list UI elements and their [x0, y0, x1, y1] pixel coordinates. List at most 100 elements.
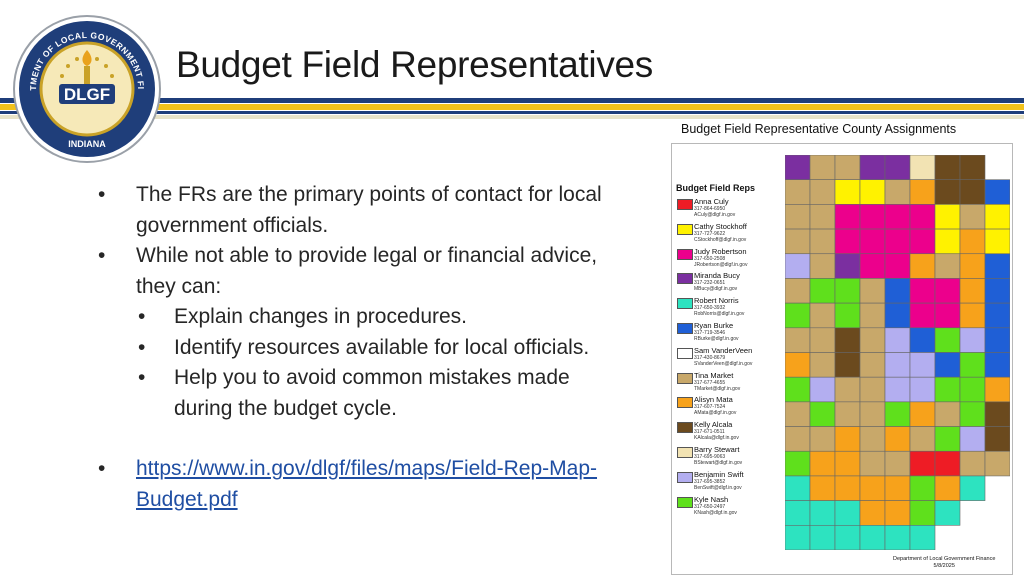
county-cell	[834, 155, 861, 180]
county-cell	[859, 500, 886, 526]
county-cell	[934, 204, 961, 230]
county-cell	[809, 253, 836, 279]
county-cell	[984, 204, 1010, 230]
legend-phone: 317-695-3852	[694, 478, 726, 485]
county-cell	[809, 475, 836, 501]
county-cell	[909, 228, 936, 255]
legend-phone: 317-727-9622	[694, 230, 726, 237]
county-cell	[809, 500, 836, 526]
county-cell	[909, 179, 936, 205]
county-cell	[884, 450, 911, 477]
bullet-text: Identify resources available for local o…	[174, 335, 590, 359]
legend-email: SVanderVeen@dlgf.in.gov	[694, 360, 753, 367]
county-cell	[859, 450, 886, 477]
legend-email: KNash@dlgf.in.gov	[694, 509, 737, 516]
county-cell	[934, 155, 961, 180]
county-cell	[785, 155, 811, 180]
county-cell	[909, 450, 936, 477]
county-cell	[834, 426, 861, 452]
map-caption: Budget Field Representative County Assig…	[681, 122, 957, 136]
legend-swatch	[677, 199, 693, 210]
county-cell	[909, 204, 936, 230]
indiana-county-map	[785, 155, 1010, 550]
bullet-text: Help you to avoid common mistakes made d…	[174, 366, 570, 420]
county-cell	[959, 327, 986, 353]
legend-title: Budget Field Reps	[676, 183, 756, 193]
county-cell	[859, 302, 886, 329]
legend-email: AMata@dlgf.in.gov	[694, 410, 737, 417]
county-cell	[984, 228, 1010, 255]
legend-swatch	[677, 422, 693, 434]
county-cell	[884, 253, 911, 279]
county-cell	[959, 204, 986, 230]
county-cell	[785, 500, 811, 526]
county-cell	[859, 525, 886, 550]
legend-email: ACuly@dlgf.in.gov	[694, 212, 736, 218]
county-cell	[984, 450, 1010, 477]
county-cell	[959, 253, 986, 279]
legend-name: Kelly Alcala	[694, 420, 733, 430]
legend-swatch	[677, 347, 693, 359]
bullet-list: • The FRs are the primary points of cont…	[98, 180, 608, 515]
field-rep-map-link[interactable]: https://www.in.gov/dlgf/files/maps/Field…	[136, 457, 598, 511]
county-cell	[934, 376, 961, 403]
legend-phone: 317-430-8679	[694, 354, 726, 361]
legend-name: Judy Robertson	[694, 246, 747, 256]
county-cell	[785, 376, 811, 403]
county-cell	[785, 278, 811, 304]
county-cell	[959, 228, 986, 255]
header-band-navy	[0, 98, 1024, 103]
slide-title: Budget Field Representatives	[176, 44, 653, 85]
county-cell	[834, 204, 861, 230]
county-cell	[934, 302, 961, 329]
bullet-text: The FRs are the primary points of contac…	[136, 183, 602, 237]
bullet-item: • The FRs are the primary points of cont…	[98, 180, 608, 241]
county-cell	[884, 500, 911, 526]
legend-phone: 317-695-9063	[694, 453, 726, 460]
county-cell	[809, 450, 836, 477]
county-cell	[884, 376, 911, 403]
county-cell	[834, 401, 861, 427]
bullet-dot: •	[138, 366, 146, 389]
county-cell	[859, 352, 886, 378]
legend-name: Cathy Stockhoff	[694, 221, 747, 231]
county-cell	[859, 204, 886, 230]
county-cell	[884, 426, 911, 452]
county-cell	[884, 228, 911, 255]
legend-swatch	[677, 372, 693, 384]
county-cell	[834, 302, 861, 329]
county-cell	[909, 302, 936, 329]
county-cell	[884, 302, 911, 329]
county-cell	[809, 204, 836, 230]
legend-swatch	[677, 397, 693, 409]
legend-email: TMarket@dlgf.in.gov	[694, 385, 741, 392]
county-cell	[809, 278, 836, 304]
legend-email: JRobertson@dlgf.in.gov	[694, 261, 748, 268]
county-cell	[859, 401, 886, 427]
county-cell	[834, 253, 861, 279]
county-cell	[834, 228, 861, 255]
county-cell	[934, 253, 961, 279]
legend-email: KAlcala@dlgf.in.gov	[694, 435, 739, 442]
county-cell	[785, 327, 811, 353]
county-cell	[785, 253, 811, 279]
legend-swatch	[677, 471, 693, 483]
legend-swatch	[677, 446, 693, 458]
legend-email: BenSwift@dlgf.in.gov	[694, 484, 742, 491]
county-cell	[934, 327, 961, 353]
county-cell	[809, 155, 836, 180]
legend-swatch	[677, 273, 693, 285]
county-cell	[884, 401, 911, 427]
county-cell	[984, 302, 1010, 329]
legend-entry: Cathy Stockhoff 317-727-9622 CStockhoff@dl…	[677, 222, 787, 247]
county-cell	[884, 278, 911, 304]
county-cell	[785, 179, 811, 205]
county-cell	[934, 500, 961, 526]
county-cell	[884, 475, 911, 501]
county-cell	[809, 302, 836, 329]
legend-swatch	[677, 322, 693, 334]
header-band-cream	[0, 115, 1024, 119]
legend-entry: Benjamin Swift 317-695-3852 BenSwift@dlgf.…	[677, 470, 787, 495]
bullet-text: While not able to provide legal or finan…	[136, 244, 598, 298]
legend-name: Kyle Nash	[694, 494, 729, 504]
